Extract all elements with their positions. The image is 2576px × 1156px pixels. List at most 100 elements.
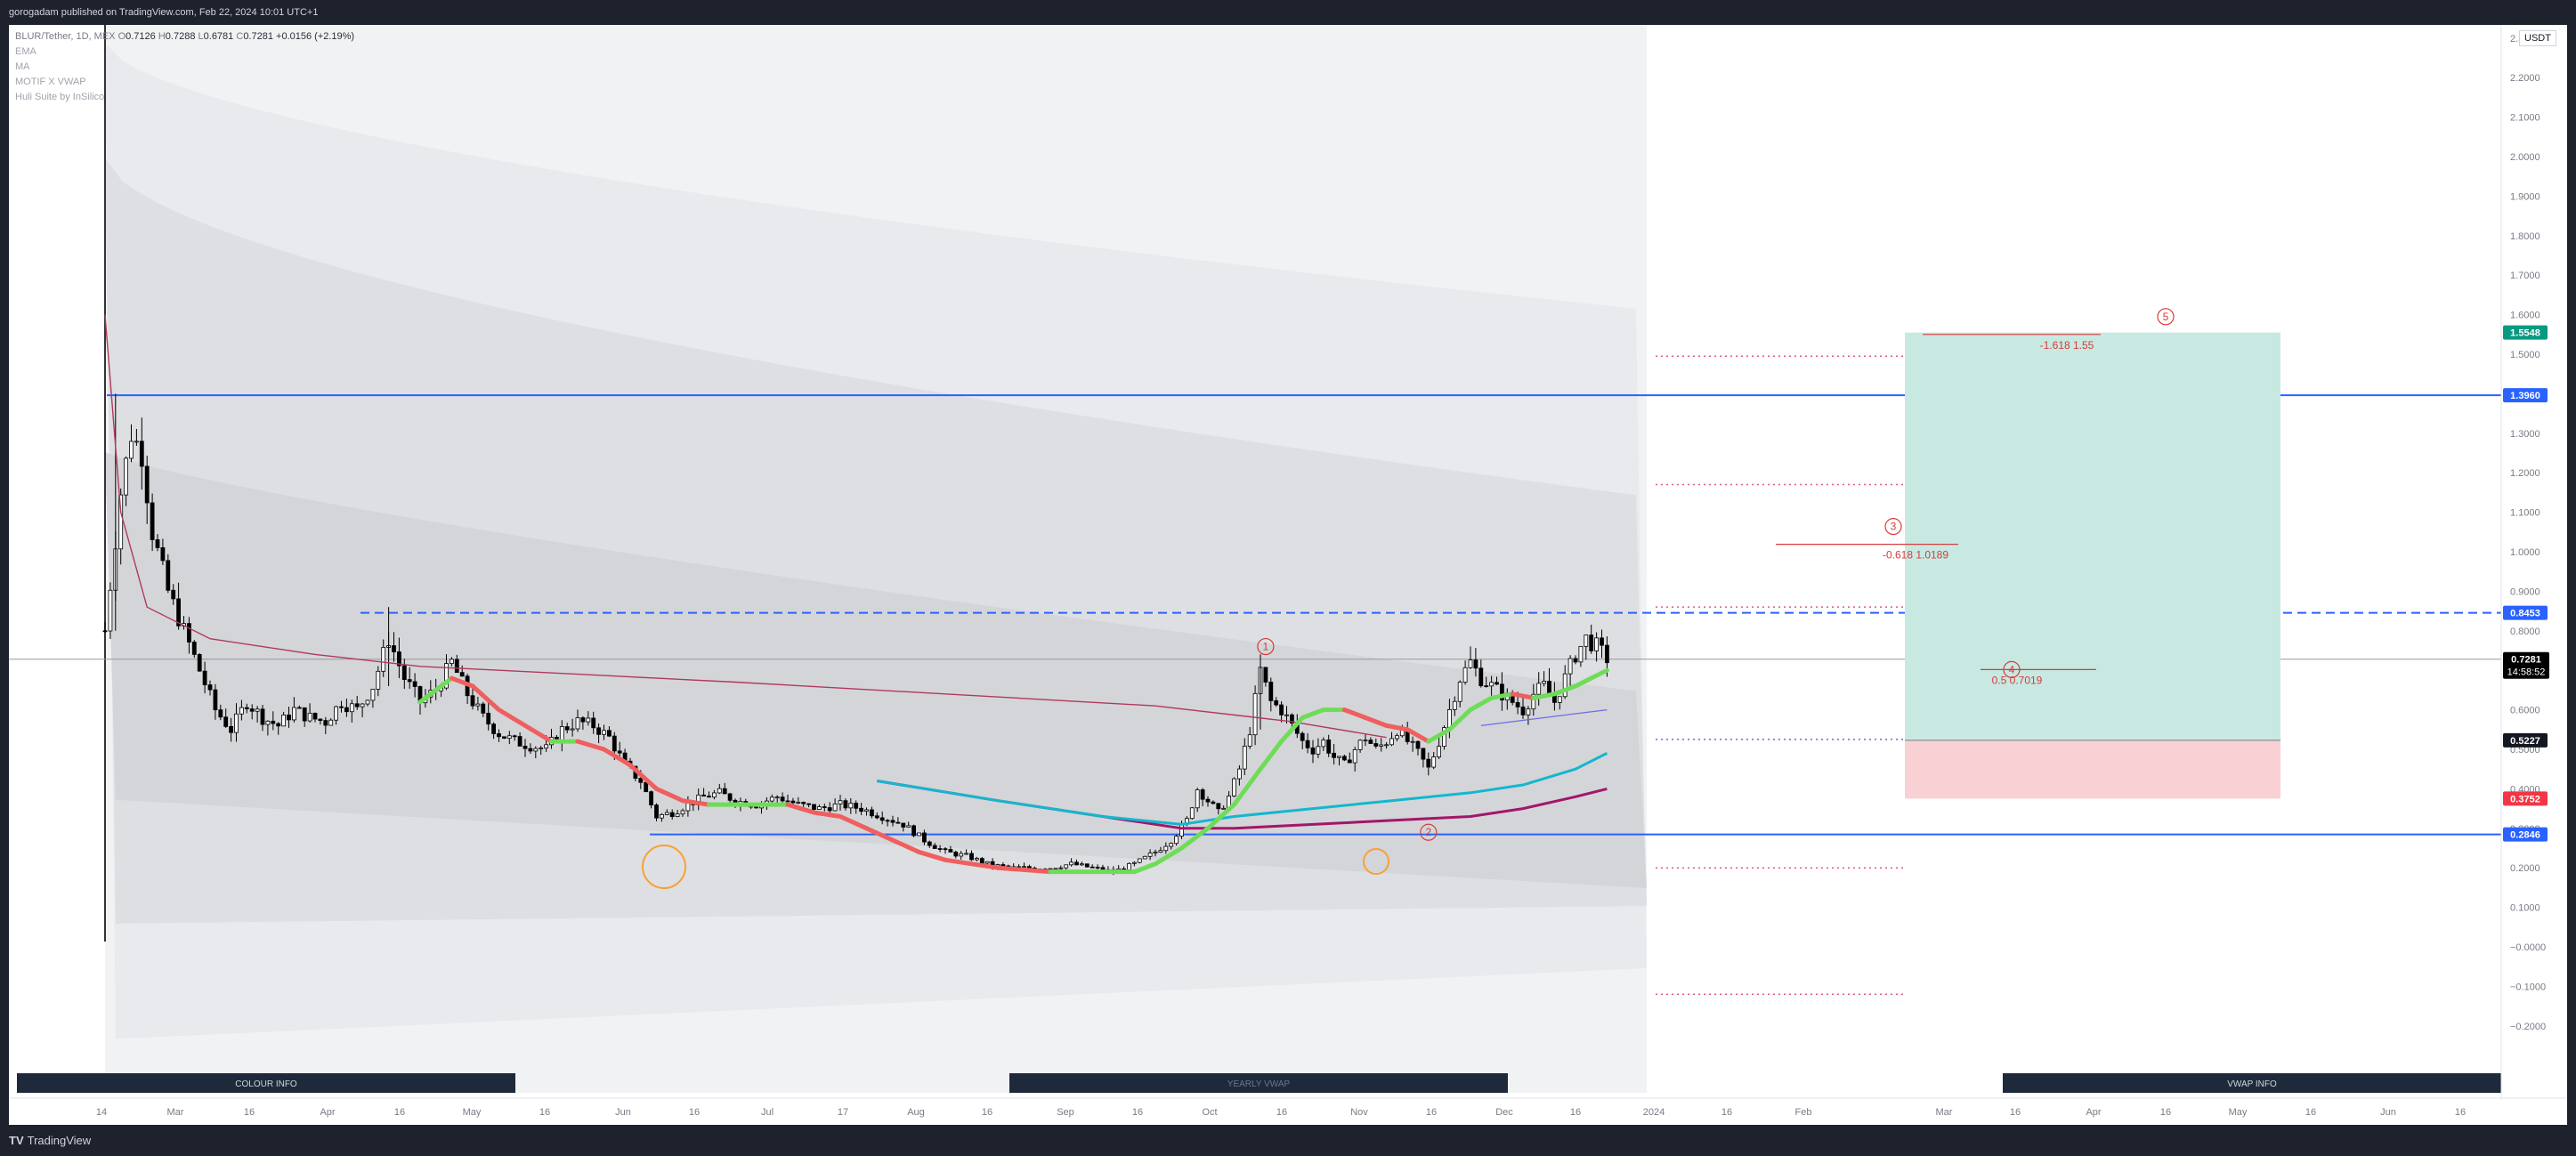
indicator-motif-vwap[interactable]: MOTIF X VWAP xyxy=(15,77,86,87)
candle-body xyxy=(502,736,506,740)
fib-label-4: 0.5 0.7019 xyxy=(1992,674,2043,686)
candle-body xyxy=(1484,685,1489,688)
entry-price-tag-text: 0.5227 xyxy=(2510,736,2540,747)
ema-segment xyxy=(1363,715,1389,728)
candle-body xyxy=(1495,682,1499,685)
candle-body xyxy=(533,748,539,752)
indicator-huli-suite[interactable]: Huli Suite by InSilico xyxy=(15,92,105,102)
target-price-tag-text: 1.5548 xyxy=(2510,328,2540,339)
countdown-text: 14:58:52 xyxy=(2507,667,2546,678)
y-tick-label: −0.2000 xyxy=(2510,1022,2546,1032)
candle-body xyxy=(1300,732,1305,741)
y-tick-label: 1.5000 xyxy=(2510,350,2540,360)
level-price-tag-0 xyxy=(2503,388,2548,403)
candle-body xyxy=(407,679,412,683)
candle-body xyxy=(586,717,591,723)
candle-body xyxy=(1426,758,1431,768)
info-box-0 xyxy=(17,1073,515,1093)
candle-body xyxy=(712,792,717,798)
candle-body xyxy=(675,813,680,817)
candle-body xyxy=(1084,863,1090,868)
candle-body xyxy=(1174,836,1179,845)
ema-segment xyxy=(1531,691,1557,700)
candle-body xyxy=(459,672,465,677)
candle-body xyxy=(822,806,827,808)
candle-body xyxy=(1473,659,1478,669)
candle-body xyxy=(1352,748,1357,764)
candle-body xyxy=(1027,866,1032,869)
ema-segment xyxy=(680,798,711,807)
ema-segment xyxy=(864,826,895,843)
y-tick-label: 1.2000 xyxy=(2510,468,2540,479)
candle-body xyxy=(564,726,570,731)
time-axis xyxy=(9,1098,2567,1125)
candle-body xyxy=(979,858,984,864)
price-axis xyxy=(2501,25,2567,1125)
candle-body xyxy=(1368,740,1373,744)
x-tick-label: 2024 xyxy=(1643,1107,1665,1118)
candle-body xyxy=(512,735,517,738)
ema-segment xyxy=(785,802,816,815)
candle-body xyxy=(191,642,197,655)
candle-body xyxy=(139,441,144,467)
candle-body xyxy=(901,822,906,828)
y-tick-label: 2.1000 xyxy=(2510,113,2540,124)
wave-label-1: 1 xyxy=(1263,641,1269,653)
candle-body xyxy=(617,750,622,754)
candle-body xyxy=(927,841,932,846)
indicator-ma[interactable]: MA xyxy=(15,61,30,72)
chart-frame[interactable]: -1.618 1.55 5 -0.618 1.0189 3 0.5 0.7019 4 1 2… xyxy=(9,25,2567,1125)
ema-segment xyxy=(890,837,921,854)
candle-body xyxy=(1268,682,1274,701)
currency-label[interactable]: USDT xyxy=(2519,30,2556,46)
ema-segment xyxy=(1258,739,1284,772)
y-tick-label: 1.3000 xyxy=(2510,429,2540,440)
candle-body xyxy=(953,852,959,857)
x-tick-label: 17 xyxy=(838,1107,848,1118)
x-tick-label: Apr xyxy=(2086,1107,2101,1118)
candle-body xyxy=(1384,744,1389,747)
candle-body xyxy=(959,853,964,857)
x-tick-label: 16 xyxy=(394,1107,405,1118)
x-tick-label: 16 xyxy=(1570,1107,1581,1118)
info-box-label-1: YEARLY VWAP xyxy=(1227,1079,1291,1089)
candle-body xyxy=(832,803,838,812)
candle-body xyxy=(1132,861,1137,864)
x-tick-label: Aug xyxy=(907,1107,925,1118)
x-tick-label: 16 xyxy=(2160,1107,2171,1118)
candle-body xyxy=(102,630,108,633)
ema-segment xyxy=(1279,715,1305,744)
x-tick-label: Jul xyxy=(761,1107,774,1118)
tv-logo-icon: TV xyxy=(9,1134,24,1147)
candle-body xyxy=(223,716,229,727)
candle-body xyxy=(497,733,501,738)
indicator-ema[interactable]: EMA xyxy=(15,46,36,57)
ema-segment xyxy=(943,857,1000,870)
candle-body xyxy=(1478,667,1484,687)
wave-circle-5 xyxy=(2157,308,2175,326)
candle-body xyxy=(1347,759,1352,764)
candle-body xyxy=(328,719,334,726)
candle-body xyxy=(318,718,323,722)
candle-body xyxy=(213,689,218,711)
candle-body xyxy=(1342,756,1347,761)
candle-body xyxy=(124,457,129,496)
candle-body xyxy=(1567,658,1573,675)
candle-body xyxy=(108,589,113,632)
ema-segment xyxy=(812,810,843,819)
ema-segment xyxy=(1468,695,1495,713)
candle-body xyxy=(265,720,271,725)
y-tick-label: 0.6000 xyxy=(2510,706,2540,716)
candle-body xyxy=(176,598,182,627)
candle-body xyxy=(1064,864,1069,869)
wave-label-5: 5 xyxy=(2163,311,2169,323)
tradingview-logo[interactable]: TV TradingView xyxy=(9,1134,92,1147)
ema-segment xyxy=(1232,766,1263,807)
publish-text: gorogadam published on TradingView.com, … xyxy=(9,7,319,18)
candle-body xyxy=(1142,855,1147,860)
wave-label-3: 3 xyxy=(1891,521,1897,533)
x-tick-label: May xyxy=(463,1107,482,1118)
x-tick-label: 16 xyxy=(982,1107,992,1118)
x-tick-label: 16 xyxy=(244,1107,255,1118)
